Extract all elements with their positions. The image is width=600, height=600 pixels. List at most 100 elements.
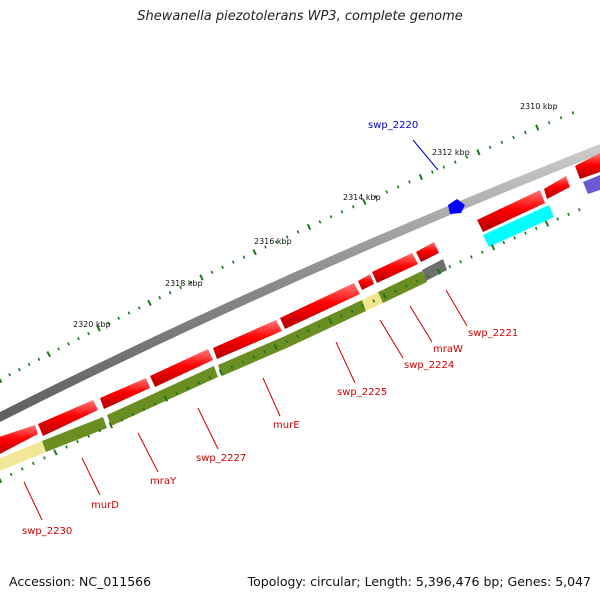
scale-tick bbox=[107, 321, 111, 325]
scale-tick bbox=[547, 120, 551, 125]
gene-label-swp-2221[interactable]: swp_2221 bbox=[468, 328, 518, 339]
scale-tick bbox=[242, 255, 246, 259]
map-title: Shewanella piezotolerans WP3, complete g… bbox=[137, 9, 463, 24]
scale-tick bbox=[351, 205, 355, 209]
scale-tick bbox=[465, 155, 469, 159]
scale-tick bbox=[37, 357, 41, 361]
scale-tick bbox=[8, 373, 12, 377]
scale-tick bbox=[512, 135, 515, 140]
inner-tick bbox=[436, 268, 442, 275]
scale-tick bbox=[264, 245, 267, 249]
gene-label-swp-2230[interactable]: swp_2230 bbox=[22, 526, 72, 537]
scale-tick bbox=[199, 274, 204, 281]
gene-arrow[interactable] bbox=[477, 190, 545, 232]
inner-tick bbox=[490, 244, 496, 251]
gene-arrow[interactable] bbox=[150, 349, 213, 387]
inner-tick bbox=[470, 255, 473, 259]
inner-tick bbox=[394, 289, 397, 293]
gene-label-mraY[interactable]: mraY bbox=[150, 476, 177, 487]
inner-tick bbox=[307, 329, 310, 333]
gene-label-mraW[interactable]: mraW bbox=[433, 344, 463, 355]
scale-tick bbox=[296, 230, 300, 234]
scale-tick bbox=[500, 140, 504, 145]
inner-tick bbox=[577, 207, 581, 212]
scale-tick bbox=[87, 331, 90, 336]
inner-tick bbox=[9, 472, 13, 477]
inner-tick bbox=[285, 339, 288, 344]
inner-tick bbox=[426, 274, 430, 279]
inner-tick bbox=[218, 369, 224, 376]
inner-tick bbox=[131, 412, 135, 417]
gene-arrow[interactable] bbox=[213, 320, 282, 359]
scale-tick bbox=[374, 195, 377, 199]
cds-block[interactable] bbox=[422, 259, 447, 281]
scale-ticks bbox=[0, 111, 575, 384]
inner-tick bbox=[415, 279, 419, 283]
cds-block[interactable] bbox=[285, 300, 366, 347]
genome-stats-text: Topology: circular; Length: 5,396,476 bp… bbox=[247, 574, 591, 589]
scale-label-2320: 2320 kbp bbox=[73, 320, 111, 329]
gene-label-swp-2225[interactable]: swp_2225 bbox=[337, 387, 387, 398]
scale-tick bbox=[571, 111, 575, 115]
inner-tick bbox=[448, 264, 452, 269]
inner-tick bbox=[317, 324, 321, 328]
gene-arrow[interactable] bbox=[358, 274, 374, 290]
inner-tick bbox=[328, 317, 333, 325]
cds-block[interactable] bbox=[42, 417, 107, 452]
gene-label-murD[interactable]: murD bbox=[91, 500, 119, 511]
scale-tick bbox=[221, 265, 225, 269]
gene-labels: swp_2220 swp_2221 mraW swp_2224 swp_2225… bbox=[22, 120, 518, 537]
gene-label-swp-2227[interactable]: swp_2227 bbox=[196, 453, 246, 464]
inner-tick bbox=[108, 422, 114, 429]
inner-tick bbox=[567, 212, 570, 217]
inner-tick bbox=[186, 386, 190, 390]
scale-tick bbox=[147, 299, 152, 306]
cds-block[interactable] bbox=[107, 366, 218, 426]
gene-track bbox=[0, 153, 600, 456]
scale-tick bbox=[488, 145, 492, 150]
gene-arrow[interactable] bbox=[416, 242, 439, 262]
inner-tick bbox=[459, 260, 462, 264]
gene-label-swp-2220[interactable]: swp_2220 bbox=[368, 120, 418, 131]
inner-tick bbox=[502, 240, 506, 245]
scale-tick bbox=[442, 165, 446, 169]
gene-arrow[interactable] bbox=[0, 425, 38, 456]
scale-tick bbox=[17, 367, 21, 372]
scale-tick bbox=[117, 316, 121, 320]
cds-block[interactable] bbox=[0, 441, 46, 475]
inner-tick bbox=[480, 250, 484, 254]
cds-block[interactable] bbox=[483, 205, 554, 247]
gene-arrow[interactable] bbox=[100, 378, 150, 409]
scale-tick bbox=[210, 270, 214, 275]
scale-tick bbox=[0, 377, 3, 384]
gene-arrow[interactable] bbox=[280, 283, 360, 329]
gene-arrow[interactable] bbox=[372, 253, 418, 283]
inner-tick bbox=[524, 231, 527, 235]
inner-tick bbox=[513, 236, 517, 240]
cds-block[interactable] bbox=[378, 271, 427, 303]
gene-arrow[interactable] bbox=[38, 400, 98, 436]
cds-block[interactable] bbox=[362, 292, 383, 311]
cds-block[interactable] bbox=[583, 175, 600, 194]
inner-tick bbox=[556, 217, 560, 221]
gene-arrow[interactable] bbox=[575, 153, 600, 179]
inner-tick bbox=[142, 407, 146, 411]
inner-tick bbox=[98, 428, 102, 433]
scale-tick bbox=[329, 215, 333, 219]
inner-tick bbox=[175, 391, 179, 396]
inner-tick bbox=[296, 334, 299, 338]
scale-tick bbox=[408, 180, 411, 184]
inner-tick bbox=[153, 402, 157, 406]
gene-arrow[interactable] bbox=[544, 176, 570, 199]
scale-label-2310: 2310 kbp bbox=[520, 102, 558, 111]
scale-tick bbox=[137, 306, 141, 310]
highlighted-gene-swp-2220[interactable] bbox=[412, 139, 465, 214]
gene-label-swp-2224[interactable]: swp_2224 bbox=[404, 360, 454, 371]
inner-tick bbox=[544, 220, 550, 227]
scale-tick bbox=[385, 190, 389, 194]
gene-label-murE[interactable]: murE bbox=[273, 420, 300, 431]
scale-label-2314: 2314 kbp bbox=[343, 193, 381, 202]
scale-tick bbox=[168, 290, 172, 295]
inner-tick bbox=[20, 467, 24, 471]
